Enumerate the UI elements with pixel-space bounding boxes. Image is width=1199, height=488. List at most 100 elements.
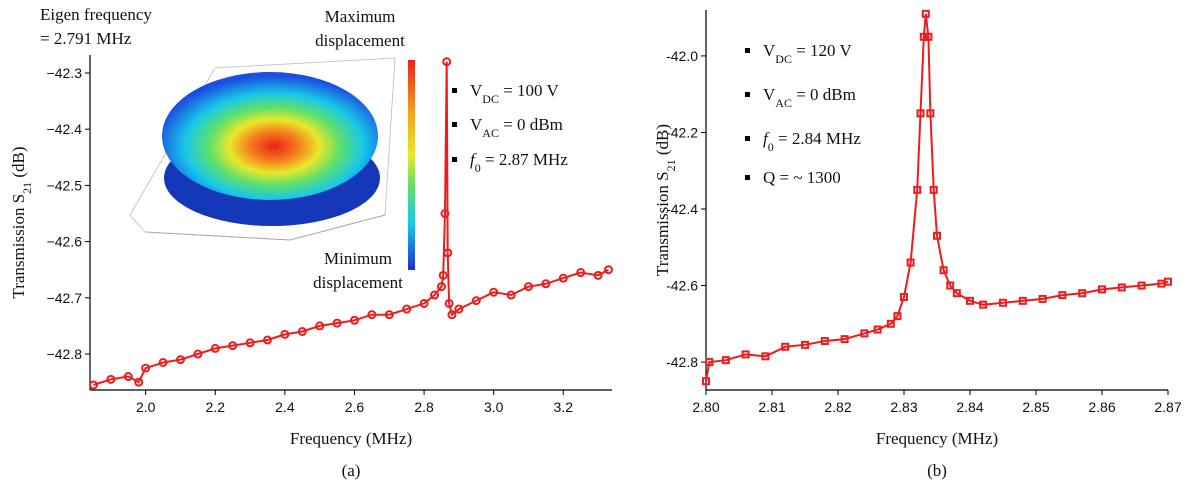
annotation: f0 = 2.84 MHz [763, 129, 861, 154]
inset-label: = 2.791 MHz [40, 29, 132, 48]
text-part: Transmission S [9, 194, 28, 299]
annotation: Q = ~ 1300 [763, 168, 841, 187]
marker [604, 265, 614, 275]
marker [1058, 291, 1067, 300]
marker [141, 363, 151, 373]
bullet [745, 92, 750, 97]
text-part: AC [482, 126, 499, 140]
text-part: Transmission S [653, 171, 672, 276]
text-part: V [470, 115, 483, 134]
x-tick-label: 2.0 [136, 399, 156, 415]
marker [900, 293, 908, 302]
marker [1078, 289, 1087, 298]
x-tick-label: 2.87 [1154, 399, 1181, 415]
marker [1117, 283, 1126, 292]
marker [367, 310, 377, 320]
bullet [745, 175, 750, 180]
marker [210, 343, 220, 353]
x-tick-label: 2.86 [1088, 399, 1115, 415]
inset [129, 57, 415, 270]
marker [913, 185, 922, 194]
marker [384, 310, 394, 320]
marker [193, 349, 203, 359]
marker [893, 312, 902, 321]
marker [1018, 296, 1027, 305]
x-tick-label: 2.82 [824, 399, 851, 415]
text-part: f [470, 150, 477, 169]
marker [443, 248, 453, 258]
bullet [452, 88, 457, 93]
marker [541, 279, 551, 289]
x-tick-label: 2.4 [275, 399, 295, 415]
y-tick-label: -42.4 [666, 201, 698, 217]
marker [952, 289, 961, 298]
marker [860, 329, 869, 338]
x-tick-label: 3.2 [554, 399, 574, 415]
marker [88, 380, 98, 390]
text-part: 0 [768, 140, 774, 154]
text-part: Q = ~ 1300 [763, 168, 841, 187]
inset-label: displacement [313, 273, 403, 292]
marker [933, 231, 941, 240]
inset-label: Eigen frequency [40, 5, 152, 24]
text-part: AC [775, 96, 792, 110]
text-part: V [470, 81, 483, 100]
marker [158, 357, 168, 367]
marker [576, 268, 586, 278]
marker [228, 341, 238, 351]
y-tick-label: -42.8 [666, 354, 698, 370]
y-tick-label: -42.2 [666, 124, 698, 140]
marker [705, 358, 714, 367]
marker [741, 350, 750, 359]
bullet [452, 122, 457, 127]
marker [123, 372, 133, 382]
marker [886, 319, 895, 328]
text-part: V [763, 85, 776, 104]
x-tick-label: 2.8 [414, 399, 434, 415]
inset-label: Maximum [325, 7, 396, 26]
marker [926, 109, 935, 118]
x-tick-label: 2.85 [1022, 399, 1049, 415]
text-part: = 2.87 MHz [481, 150, 568, 169]
marker [873, 325, 882, 334]
text-part: (dB) [653, 124, 672, 159]
text-part: DC [775, 52, 792, 66]
marker [761, 352, 770, 361]
marker [444, 298, 454, 308]
text-part: DC [482, 92, 499, 106]
marker [447, 310, 457, 320]
marker [801, 340, 809, 349]
text-part: = 100 V [499, 81, 560, 100]
marker [966, 296, 974, 305]
marker [471, 296, 481, 306]
marker [1098, 285, 1106, 294]
marker [702, 377, 710, 386]
annotation: VDC = 100 V [470, 81, 559, 106]
data-line [93, 61, 609, 386]
marker [442, 57, 452, 67]
text-part: = 2.84 MHz [774, 129, 861, 148]
annotation: VAC = 0 dBm [470, 115, 563, 140]
marker [430, 290, 440, 300]
annotation: VAC = 0 dBm [763, 85, 856, 110]
marker [245, 338, 255, 348]
x-tick-label: 2.84 [956, 399, 983, 415]
data-line [705, 13, 1169, 382]
marker [419, 298, 429, 308]
marker [820, 337, 829, 346]
y-axis-label: Transmission S21 (dB) [653, 124, 678, 276]
marker [106, 374, 116, 384]
x-tick-label: 2.80 [692, 399, 719, 415]
text-part: = 0 dBm [792, 85, 856, 104]
marker [438, 270, 448, 280]
marker [506, 290, 516, 300]
bullet [745, 48, 750, 53]
marker [454, 304, 464, 314]
caption: (b) [927, 461, 947, 480]
marker [979, 300, 988, 309]
text-part: 21 [664, 159, 678, 171]
annotation: f0 = 2.87 MHz [470, 150, 568, 175]
y-tick-label: −42.8 [47, 346, 83, 362]
marker [262, 335, 272, 345]
